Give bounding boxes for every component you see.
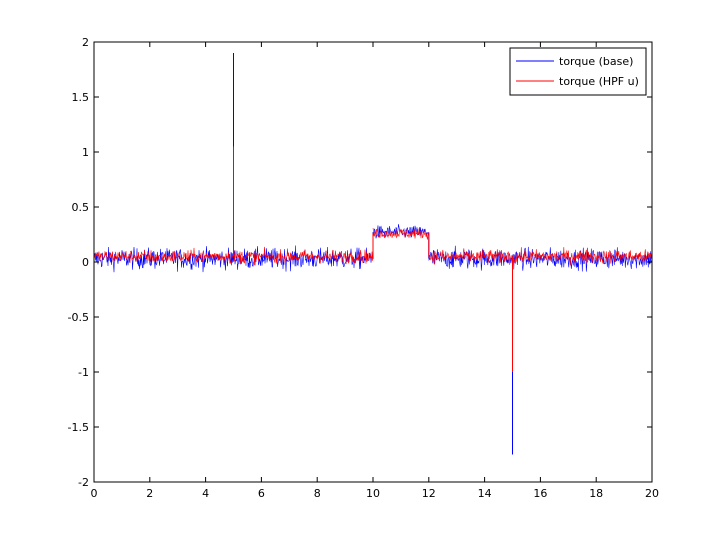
x-tick-label: 16 bbox=[533, 487, 547, 500]
legend-label: torque (base) bbox=[559, 55, 633, 68]
series-line-segment bbox=[372, 227, 429, 240]
x-tick-label: 12 bbox=[422, 487, 436, 500]
legend-label: torque (HPF u) bbox=[559, 75, 639, 88]
x-tick-label: 0 bbox=[91, 487, 98, 500]
x-tick-label: 2 bbox=[146, 487, 153, 500]
y-tick-label: -1 bbox=[78, 366, 89, 379]
series-line-segment bbox=[428, 247, 652, 266]
legend-box bbox=[509, 47, 647, 96]
y-tick-label: 2 bbox=[82, 36, 89, 49]
y-tick-label: 1 bbox=[82, 146, 89, 159]
axes: 0 2 4 6 8 10 12 14 16 18 20 2 1.5 1 0.5 0 -0.5 -1 -1.5 -2 bbox=[68, 36, 659, 500]
y-tick-label: -1.5 bbox=[68, 421, 89, 434]
y-tick-label: 0.5 bbox=[72, 201, 90, 214]
plot-area bbox=[94, 53, 652, 455]
legend: torque (base) torque (HPF u) bbox=[509, 47, 647, 96]
y-tick-label: 1.5 bbox=[72, 91, 90, 104]
x-tick-label: 18 bbox=[589, 487, 603, 500]
y-tick-label: -0.5 bbox=[68, 311, 89, 324]
x-tick-label: 10 bbox=[366, 487, 380, 500]
x-tick-label: 14 bbox=[478, 487, 492, 500]
x-tick-label: 6 bbox=[258, 487, 265, 500]
x-tick-label: 4 bbox=[202, 487, 209, 500]
y-tick-label: 0 bbox=[82, 256, 89, 269]
y-tick-label: -2 bbox=[78, 476, 89, 489]
series-torque-hpf-u bbox=[94, 146, 652, 372]
series-line-segment bbox=[94, 245, 374, 273]
x-tick-label: 8 bbox=[314, 487, 321, 500]
x-tick-label: 20 bbox=[645, 487, 659, 500]
